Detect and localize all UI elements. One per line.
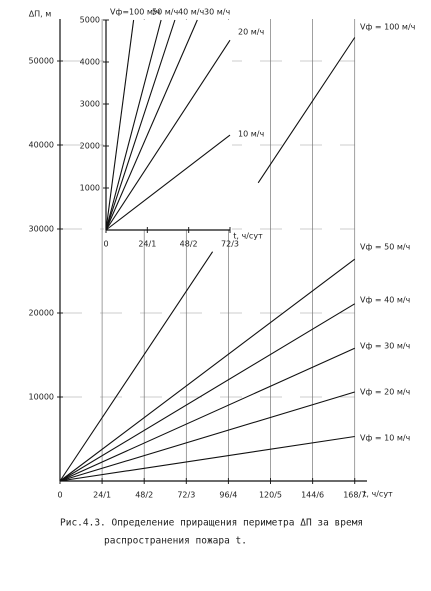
series-line	[105, 19, 135, 231]
series-line	[105, 19, 176, 231]
series-label: Vф = 50 м/ч	[360, 243, 410, 252]
series-line	[105, 39, 231, 231]
x-tick-label: 72/3	[221, 240, 239, 249]
x-tick-label: 0	[103, 240, 108, 249]
series-label: 10 м/ч	[238, 130, 264, 139]
x-tick-label: 48/2	[135, 491, 153, 500]
series-label: 30 м/ч	[204, 8, 230, 17]
series-line	[59, 258, 356, 482]
x-axis-title: t, ч/сут	[363, 490, 393, 499]
series-line	[105, 19, 162, 231]
y-tick-label: 1000	[80, 184, 100, 193]
x-tick-label: 24/1	[138, 240, 156, 249]
series-label: Vф = 10 м/ч	[360, 434, 410, 443]
y-tick-label: 10000	[29, 393, 54, 402]
y-axis-title: ΔП, м	[29, 10, 52, 19]
x-tick-label: 48/2	[180, 240, 198, 249]
y-tick-label: 4000	[80, 58, 100, 67]
series-line	[59, 347, 355, 482]
x-tick-label: 0	[57, 491, 62, 500]
series-line	[59, 435, 355, 482]
series-label: Vф = 20 м/ч	[360, 388, 410, 397]
y-tick-label: 2000	[80, 142, 100, 151]
caption: распространения пожара t.	[104, 536, 247, 547]
x-tick-label: 120/5	[259, 491, 282, 500]
series-line	[59, 303, 355, 482]
series-label: Vф=100 м/ч	[110, 8, 160, 17]
series-label: Vф = 40 м/ч	[360, 296, 410, 305]
y-tick-label: 20000	[29, 309, 54, 318]
series-label: 40 м/ч	[178, 8, 204, 17]
y-tick-label: 30000	[29, 225, 54, 234]
y-tick-label: 3000	[80, 100, 100, 109]
series-line	[105, 19, 198, 231]
series-line	[59, 391, 355, 482]
series-line	[59, 37, 356, 482]
series-line	[105, 134, 231, 231]
y-tick-label: 40000	[29, 141, 54, 150]
series-label: Vф = 30 м/ч	[360, 342, 410, 351]
y-tick-label: 50000	[29, 57, 54, 66]
x-tick-label: 168/7	[343, 491, 366, 500]
x-tick-label: 24/1	[93, 491, 111, 500]
caption: Рис.4.3. Определение приращения периметр…	[60, 518, 363, 529]
x-axis-title: t, ч/сут	[233, 232, 263, 241]
x-tick-label: 144/6	[301, 491, 324, 500]
x-tick-label: 72/3	[177, 491, 195, 500]
series-label: 20 м/ч	[238, 28, 264, 37]
inset-background	[104, 20, 232, 230]
series-label: 50 м/ч	[152, 8, 178, 17]
y-tick-label: 5000	[80, 16, 100, 25]
x-tick-label: 96/4	[219, 491, 237, 500]
series-label: Vф = 100 м/ч	[360, 23, 415, 32]
